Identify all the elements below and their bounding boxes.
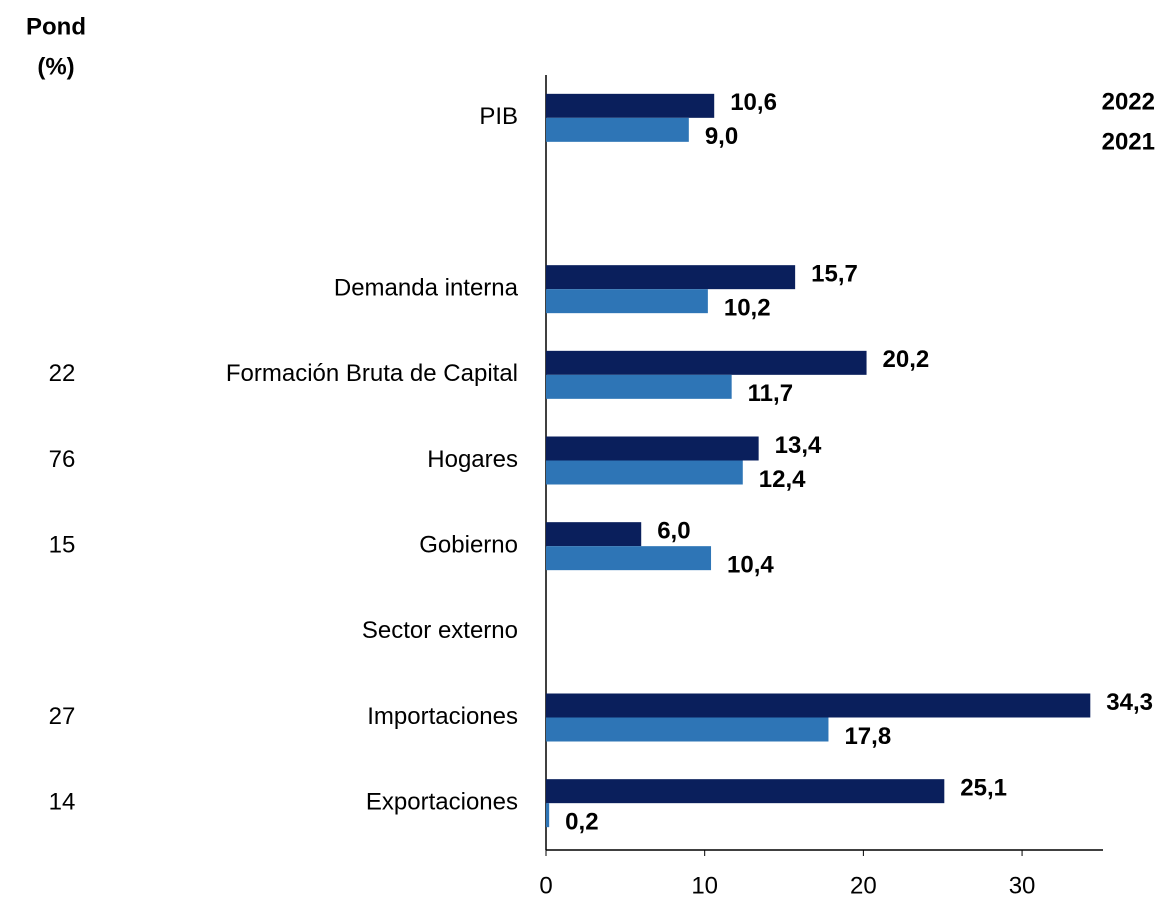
- bar: [546, 522, 642, 547]
- value-label: 0,2: [565, 809, 598, 836]
- bar: [546, 693, 1091, 718]
- value-label: 34,3: [1106, 689, 1153, 716]
- value-label: 20,2: [883, 346, 930, 373]
- bar: [546, 117, 689, 142]
- weight-label: 27: [49, 703, 76, 730]
- bar: [546, 717, 829, 742]
- weights-title: Pond: [26, 13, 86, 40]
- weight-label: 22: [49, 360, 76, 387]
- value-label: 17,8: [844, 723, 891, 750]
- value-label: 11,7: [748, 380, 793, 407]
- value-label: 13,4: [775, 432, 822, 459]
- weight-label: 15: [49, 532, 76, 559]
- legend-entry: 2021: [1102, 128, 1155, 155]
- x-tick-label: 0: [539, 872, 552, 899]
- category-label: Importaciones: [367, 703, 518, 730]
- value-label: 10,2: [724, 295, 771, 322]
- x-tick-label: 20: [850, 872, 877, 899]
- value-label: 10,4: [727, 552, 774, 579]
- bar: [546, 779, 945, 804]
- value-label: 12,4: [759, 466, 806, 493]
- bar: [546, 350, 867, 375]
- bar: [546, 374, 732, 399]
- category-label: Sector externo: [362, 617, 518, 644]
- weight-label: 76: [49, 446, 76, 473]
- bar: [546, 93, 715, 118]
- bar: [546, 265, 796, 290]
- category-label: Demanda interna: [334, 275, 519, 302]
- bar: [546, 803, 550, 828]
- value-label: 6,0: [657, 518, 690, 545]
- bar: [546, 289, 708, 314]
- value-label: 10,6: [730, 89, 777, 116]
- bar: [546, 436, 759, 461]
- value-label: 15,7: [811, 261, 858, 288]
- category-label: Exportaciones: [366, 789, 518, 816]
- weight-label: 14: [49, 789, 76, 816]
- legend-entry: 2022: [1102, 88, 1155, 115]
- category-label: Gobierno: [419, 532, 518, 559]
- weights-title: (%): [37, 53, 74, 80]
- category-label: PIB: [479, 103, 518, 130]
- value-label: 9,0: [705, 123, 738, 150]
- x-tick-label: 30: [1009, 872, 1036, 899]
- value-label: 25,1: [960, 775, 1007, 802]
- bar: [546, 546, 712, 571]
- x-tick-label: 10: [691, 872, 718, 899]
- category-label: Hogares: [427, 446, 518, 473]
- bar: [546, 460, 743, 485]
- category-label: Formación Bruta de Capital: [226, 360, 518, 387]
